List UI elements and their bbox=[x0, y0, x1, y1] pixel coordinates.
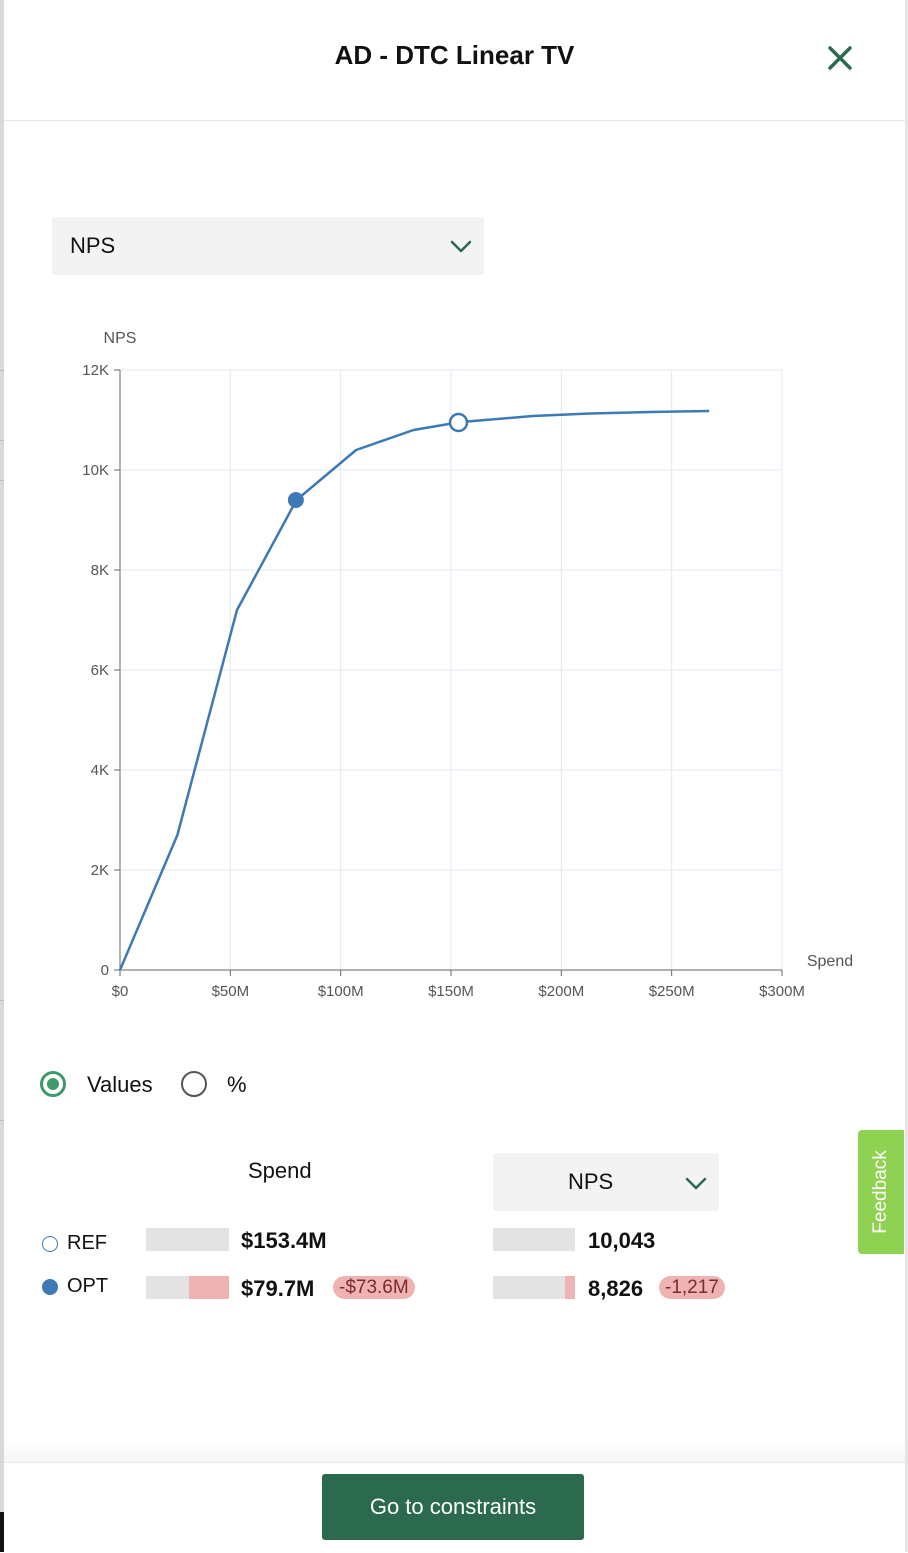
ref-spend-value: $153.4M bbox=[241, 1228, 327, 1253]
feedback-tab[interactable]: Feedback bbox=[858, 1130, 904, 1254]
ref-marker-icon bbox=[42, 1236, 58, 1252]
opt-spend-bar-delta bbox=[189, 1276, 229, 1299]
values-radio[interactable] bbox=[40, 1071, 66, 1097]
opt-metric-value: 8,826 bbox=[588, 1276, 644, 1301]
opt-point-marker bbox=[287, 492, 304, 508]
response-curve-line bbox=[118, 409, 710, 971]
y-tick-label: 8K bbox=[91, 562, 109, 579]
opt-metric-bar bbox=[493, 1276, 575, 1299]
summary-metric-select[interactable]: NPS bbox=[493, 1153, 719, 1211]
right-edge bbox=[905, 0, 908, 1552]
x-tick-label: $100M bbox=[318, 983, 364, 1000]
x-tick-label: $0 bbox=[112, 983, 129, 1000]
modal-header: AD - DTC Linear TV bbox=[4, 0, 905, 121]
percent-radio[interactable] bbox=[181, 1071, 207, 1097]
window-corner bbox=[0, 1512, 4, 1552]
x-tick-label: $150M bbox=[428, 983, 474, 1000]
response-curve-chart: $0 $50M $100M $150M $200M $250M $300M 0 2K 4K 6K 8K… bbox=[82, 330, 853, 1000]
opt-marker-icon bbox=[42, 1279, 58, 1295]
x-tick-label: $300M bbox=[759, 983, 805, 1000]
x-tick-label: $250M bbox=[649, 983, 695, 1000]
y-tick-label: 12K bbox=[82, 362, 109, 379]
go-to-constraints-button[interactable]: Go to constraints bbox=[322, 1474, 584, 1540]
summary-metric-select-value: NPS bbox=[568, 1169, 614, 1194]
metric-select-value: NPS bbox=[70, 233, 116, 258]
opt-spend-value: $79.7M bbox=[241, 1276, 315, 1301]
spend-column-header: Spend bbox=[248, 1158, 312, 1183]
feedback-tab-label: Feedback bbox=[870, 1150, 891, 1234]
chevron-down-icon bbox=[450, 240, 472, 253]
opt-spend-bar bbox=[146, 1276, 229, 1299]
chevron-down-icon bbox=[685, 1177, 707, 1190]
left-edge bbox=[0, 0, 4, 1552]
opt-metric-bar-delta bbox=[565, 1276, 575, 1299]
ref-metric-value: 10,043 bbox=[588, 1228, 656, 1253]
x-tick-label: $50M bbox=[212, 983, 250, 1000]
x-tick-label: $200M bbox=[538, 983, 584, 1000]
close-icon[interactable] bbox=[822, 40, 858, 76]
y-tick-label: 2K bbox=[91, 862, 109, 879]
percent-radio-label[interactable]: % bbox=[227, 1072, 247, 1097]
ref-row-label: REF bbox=[67, 1232, 107, 1254]
ref-spend-bar bbox=[146, 1228, 229, 1251]
x-axis-label: Spend bbox=[807, 953, 853, 970]
metric-select[interactable]: NPS bbox=[52, 217, 484, 275]
opt-spend-delta-badge: -$73.6M bbox=[333, 1276, 415, 1299]
footer-shadow bbox=[4, 1440, 905, 1462]
y-tick-label: 6K bbox=[91, 662, 109, 679]
y-tick-label: 4K bbox=[91, 762, 109, 779]
opt-metric-delta-badge: -1,217 bbox=[659, 1276, 725, 1299]
view-toggle: Values % bbox=[40, 1068, 300, 1102]
y-axis-label: NPS bbox=[104, 330, 137, 347]
opt-row-label: OPT bbox=[67, 1275, 109, 1297]
ref-point-marker bbox=[448, 412, 469, 433]
values-radio-label[interactable]: Values bbox=[87, 1072, 153, 1097]
y-tick-label: 10K bbox=[82, 462, 109, 479]
modal-title: AD - DTC Linear TV bbox=[334, 40, 575, 70]
ref-metric-bar bbox=[493, 1228, 575, 1251]
y-tick-label: 0 bbox=[101, 962, 109, 979]
